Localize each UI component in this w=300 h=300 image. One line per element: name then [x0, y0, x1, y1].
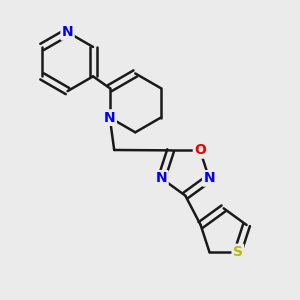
Text: N: N [104, 111, 116, 124]
Text: S: S [233, 245, 243, 259]
Text: N: N [203, 171, 215, 185]
Text: N: N [62, 25, 74, 39]
Text: O: O [194, 143, 206, 158]
Text: N: N [156, 171, 167, 185]
